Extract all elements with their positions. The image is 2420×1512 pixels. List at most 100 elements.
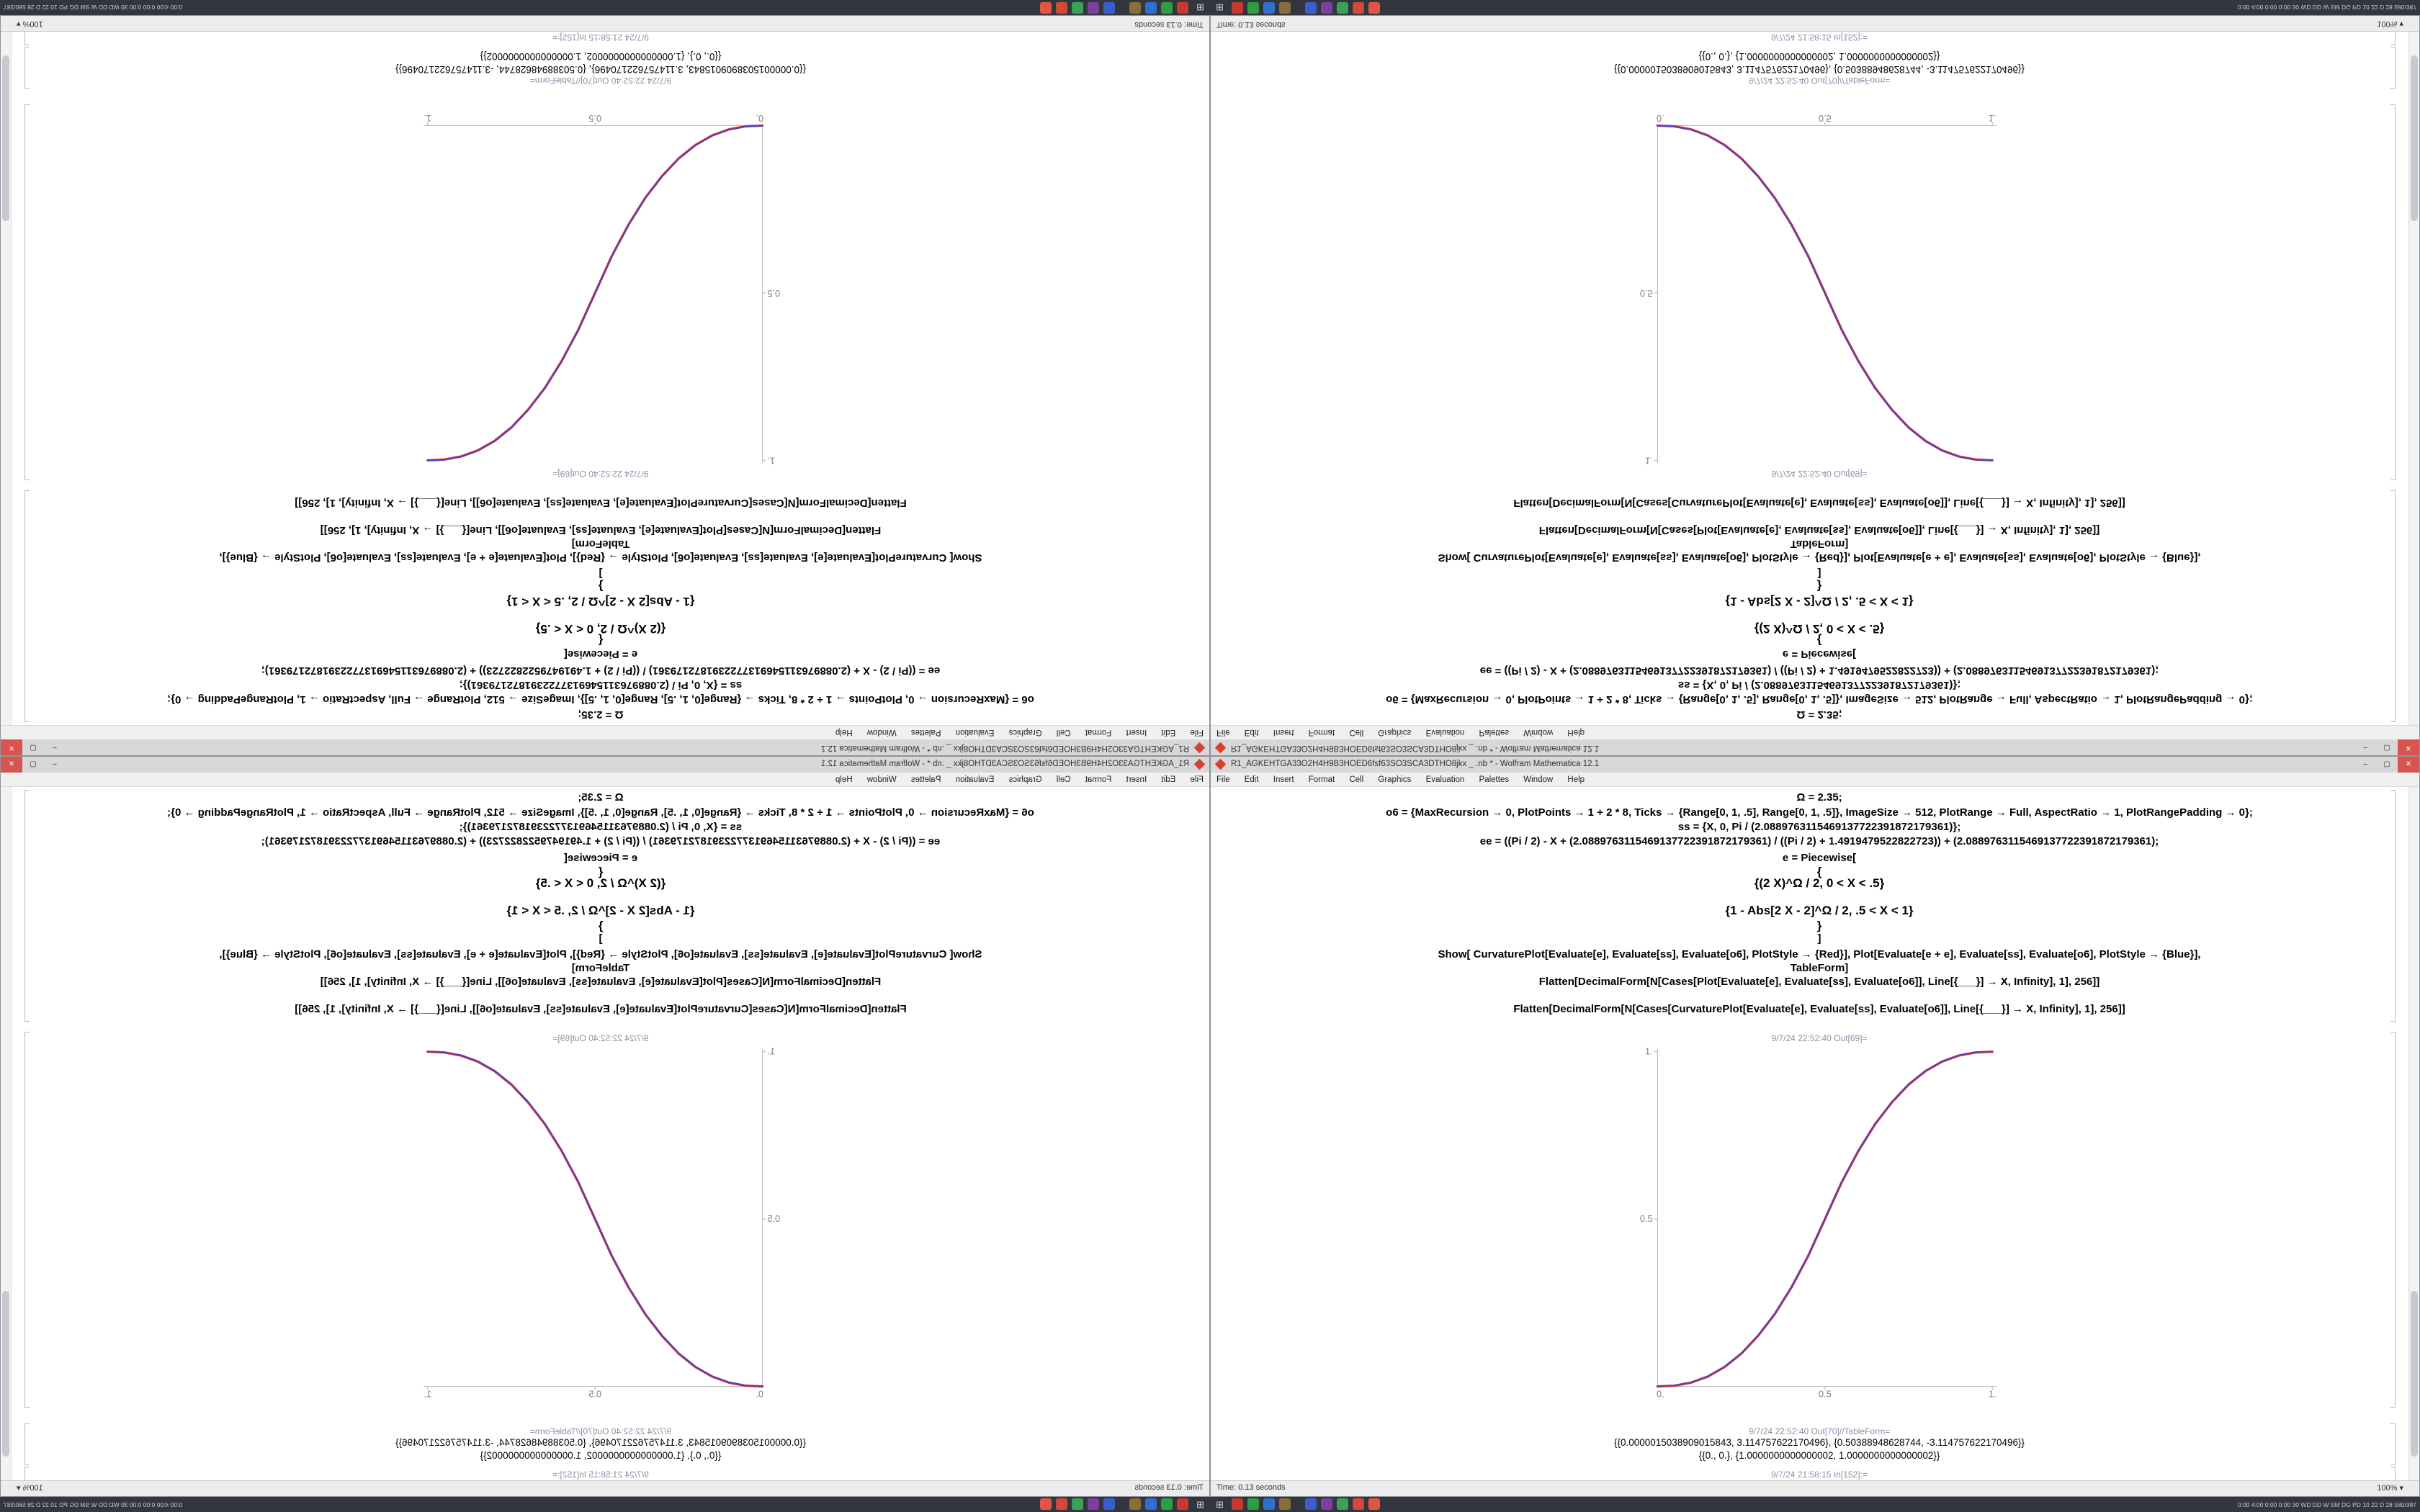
scrollbar-thumb[interactable] (2, 55, 9, 221)
taskbar-icon-5[interactable] (1103, 1498, 1115, 1510)
menu-item-evaluation[interactable]: Evaluation (1425, 775, 1465, 784)
menu-item-window[interactable]: Window (866, 728, 897, 737)
taskbar-icon-2[interactable] (1247, 1498, 1259, 1510)
menu-item-evaluation[interactable]: Evaluation (955, 775, 995, 784)
menu-item-window[interactable]: Window (1523, 728, 1554, 737)
menu-item-evaluation[interactable]: Evaluation (955, 728, 995, 737)
minimize-button[interactable]: – (53, 760, 57, 768)
taskbar-icon-5[interactable] (1305, 1498, 1317, 1510)
menu-item-graphics[interactable]: Graphics (1378, 775, 1412, 784)
cell-bracket-inputs[interactable] (24, 790, 30, 1022)
input-line[interactable]: Flatten[DecimalForm[N[Cases[Plot[Evaluat… (320, 524, 882, 536)
input-line[interactable]: Ω = 2.35; (1796, 791, 1842, 804)
input-line[interactable]: {(2 X)^Ω / 2, 0 < X < .5} (1754, 622, 1885, 636)
input-line[interactable]: ee = ((Pi / 2) - X + (2.0889763115469137… (261, 665, 941, 677)
menu-item-window[interactable]: Window (866, 775, 897, 784)
menu-item-palettes[interactable]: Palettes (1479, 728, 1510, 737)
input-line[interactable]: Flatten[DecimalForm[N[Cases[CurvaturePlo… (295, 1003, 907, 1015)
input-line[interactable]: Show[ CurvaturePlot[Evaluate[e], Evaluat… (1438, 948, 2201, 960)
input-line[interactable]: Flatten[DecimalForm[N[Cases[Plot[Evaluat… (320, 976, 882, 988)
input-line[interactable]: Ω = 2.35; (578, 708, 624, 721)
cell-bracket-table-output[interactable] (24, 47, 30, 89)
menu-item-cell[interactable]: Cell (1349, 728, 1364, 737)
notebook-area[interactable]: Ω = 2.35; o6 = {MaxRecursion → 0, PlotPo… (10, 30, 1209, 725)
input-line[interactable]: ss = {X, 0, Pi / (2.08897631154691377223… (1677, 821, 1961, 833)
input-line[interactable]: ee = ((Pi / 2) - X + (2.0889763115469137… (1479, 665, 2159, 677)
menu-item-edit[interactable]: Edit (1161, 775, 1176, 784)
taskbar-icon-1[interactable] (1232, 2, 1243, 14)
taskbar-icon-8[interactable] (1056, 2, 1067, 14)
taskbar-icon-6[interactable] (1088, 1498, 1099, 1510)
input-line[interactable]: ] (599, 932, 603, 945)
input-line[interactable]: ee = ((Pi / 2) - X + (2.0889763115469137… (261, 835, 941, 847)
cell-bracket-plot-output[interactable] (2390, 104, 2396, 480)
scrollbar-thumb[interactable] (2411, 1291, 2418, 1457)
taskbar-icon-6[interactable] (1321, 1498, 1332, 1510)
cell-bracket-inputs[interactable] (24, 490, 30, 722)
start-button[interactable]: ⊞ (1196, 2, 1204, 13)
input-line[interactable]: {(2 X)^Ω / 2, 0 < X < .5} (535, 622, 666, 636)
menu-item-palettes[interactable]: Palettes (910, 728, 941, 737)
input-line[interactable]: e = Piecewise[ (563, 648, 638, 660)
input-line[interactable]: {1 - Abs[2 X - 2]^Ω / 2, .5 < X < 1} (506, 595, 695, 608)
cell-bracket-next-input[interactable] (24, 31, 30, 45)
menu-item-cell[interactable]: Cell (1056, 775, 1071, 784)
system-tray[interactable]: 0:00 4:00 0:00 0:00 30 WD DD W SM DG PD … (2237, 1501, 2416, 1508)
notebook-area[interactable]: Ω = 2.35; o6 = {MaxRecursion → 0, PlotPo… (1211, 30, 2410, 725)
zoom-control[interactable]: 100% ▾ (2377, 19, 2403, 29)
menu-item-format[interactable]: Format (1085, 728, 1112, 737)
input-line[interactable]: } (1816, 919, 1822, 932)
scrollbar-thumb[interactable] (2411, 55, 2418, 221)
taskbar-icon-4[interactable] (1279, 1498, 1291, 1510)
input-line[interactable]: Flatten[DecimalForm[N[Cases[CurvaturePlo… (1513, 1003, 2125, 1015)
cell-bracket-next-input[interactable] (2390, 31, 2396, 45)
input-line[interactable]: ss = {X, 0, Pi / (2.08897631154691377223… (459, 679, 743, 691)
input-line[interactable]: ss = {X, 0, Pi / (2.08897631154691377223… (1677, 679, 1961, 691)
cell-bracket-plot-output[interactable] (2390, 1032, 2396, 1408)
vertical-scrollbar[interactable] (2408, 30, 2419, 725)
input-line[interactable]: { (1816, 865, 1822, 878)
input-line[interactable]: TableForm] (571, 962, 630, 974)
taskbar-icon-8[interactable] (1353, 1498, 1364, 1510)
input-line[interactable]: o6 = {MaxRecursion → 0, PlotPoints → 1 +… (1386, 806, 2253, 819)
notebook-area[interactable]: Ω = 2.35; o6 = {MaxRecursion → 0, PlotPo… (1211, 787, 2410, 1482)
input-line[interactable]: TableForm] (1790, 538, 1849, 550)
plot-svg[interactable]: 0. 0.5 1. 0.5 1. (1639, 107, 1999, 467)
menu-item-format[interactable]: Format (1085, 775, 1112, 784)
vertical-scrollbar[interactable] (1, 787, 12, 1482)
cell-bracket-inputs[interactable] (2390, 490, 2396, 722)
maximize-button[interactable]: ▢ (30, 744, 37, 752)
cell-bracket-next-input[interactable] (24, 1467, 30, 1481)
input-line[interactable]: Show[ CurvaturePlot[Evaluate[e], Evaluat… (1438, 552, 2201, 564)
taskbar-icon-5[interactable] (1305, 2, 1317, 14)
input-line[interactable]: TableForm] (571, 538, 630, 550)
notebook-area[interactable]: Ω = 2.35; o6 = {MaxRecursion → 0, PlotPo… (10, 787, 1209, 1482)
minimize-button[interactable]: – (2363, 760, 2367, 768)
menu-item-help[interactable]: Help (835, 728, 853, 737)
menu-item-edit[interactable]: Edit (1161, 728, 1176, 737)
menu-item-help[interactable]: Help (1567, 728, 1585, 737)
input-line[interactable]: ee = ((Pi / 2) - X + (2.0889763115469137… (1479, 835, 2159, 847)
input-line[interactable]: e = Piecewise[ (1782, 648, 1857, 660)
menu-item-graphics[interactable]: Graphics (1008, 775, 1042, 784)
taskbar-icon-5[interactable] (1103, 2, 1115, 14)
menu-item-file[interactable]: File (1190, 775, 1204, 784)
system-tray[interactable]: 0:00 4:00 0:00 0:00 30 WD DD W SM DG PD … (2237, 4, 2416, 11)
taskbar-icon-1[interactable] (1177, 2, 1188, 14)
zoom-control[interactable]: 100% ▾ (2377, 1483, 2403, 1493)
taskbar-icon-7[interactable] (1337, 2, 1348, 14)
input-line[interactable]: {(2 X)^Ω / 2, 0 < X < .5} (1754, 876, 1885, 890)
menu-item-edit[interactable]: Edit (1244, 728, 1259, 737)
taskbar-icon-4[interactable] (1129, 2, 1141, 14)
menu-item-format[interactable]: Format (1308, 775, 1335, 784)
menu-item-edit[interactable]: Edit (1244, 775, 1259, 784)
input-line[interactable]: } (598, 919, 604, 932)
input-line[interactable]: o6 = {MaxRecursion → 0, PlotPoints → 1 +… (1386, 693, 2253, 706)
maximize-button[interactable]: ▢ (30, 760, 37, 768)
input-line[interactable]: Flatten[DecimalForm[N[Cases[Plot[Evaluat… (1538, 976, 2100, 988)
taskbar-icon-4[interactable] (1129, 1498, 1141, 1510)
taskbar-icon-7[interactable] (1337, 1498, 1348, 1510)
taskbar-icon-6[interactable] (1088, 2, 1099, 14)
taskbar-icon-7[interactable] (1072, 1498, 1083, 1510)
input-line[interactable]: Flatten[DecimalForm[N[Cases[Plot[Evaluat… (1538, 524, 2100, 536)
